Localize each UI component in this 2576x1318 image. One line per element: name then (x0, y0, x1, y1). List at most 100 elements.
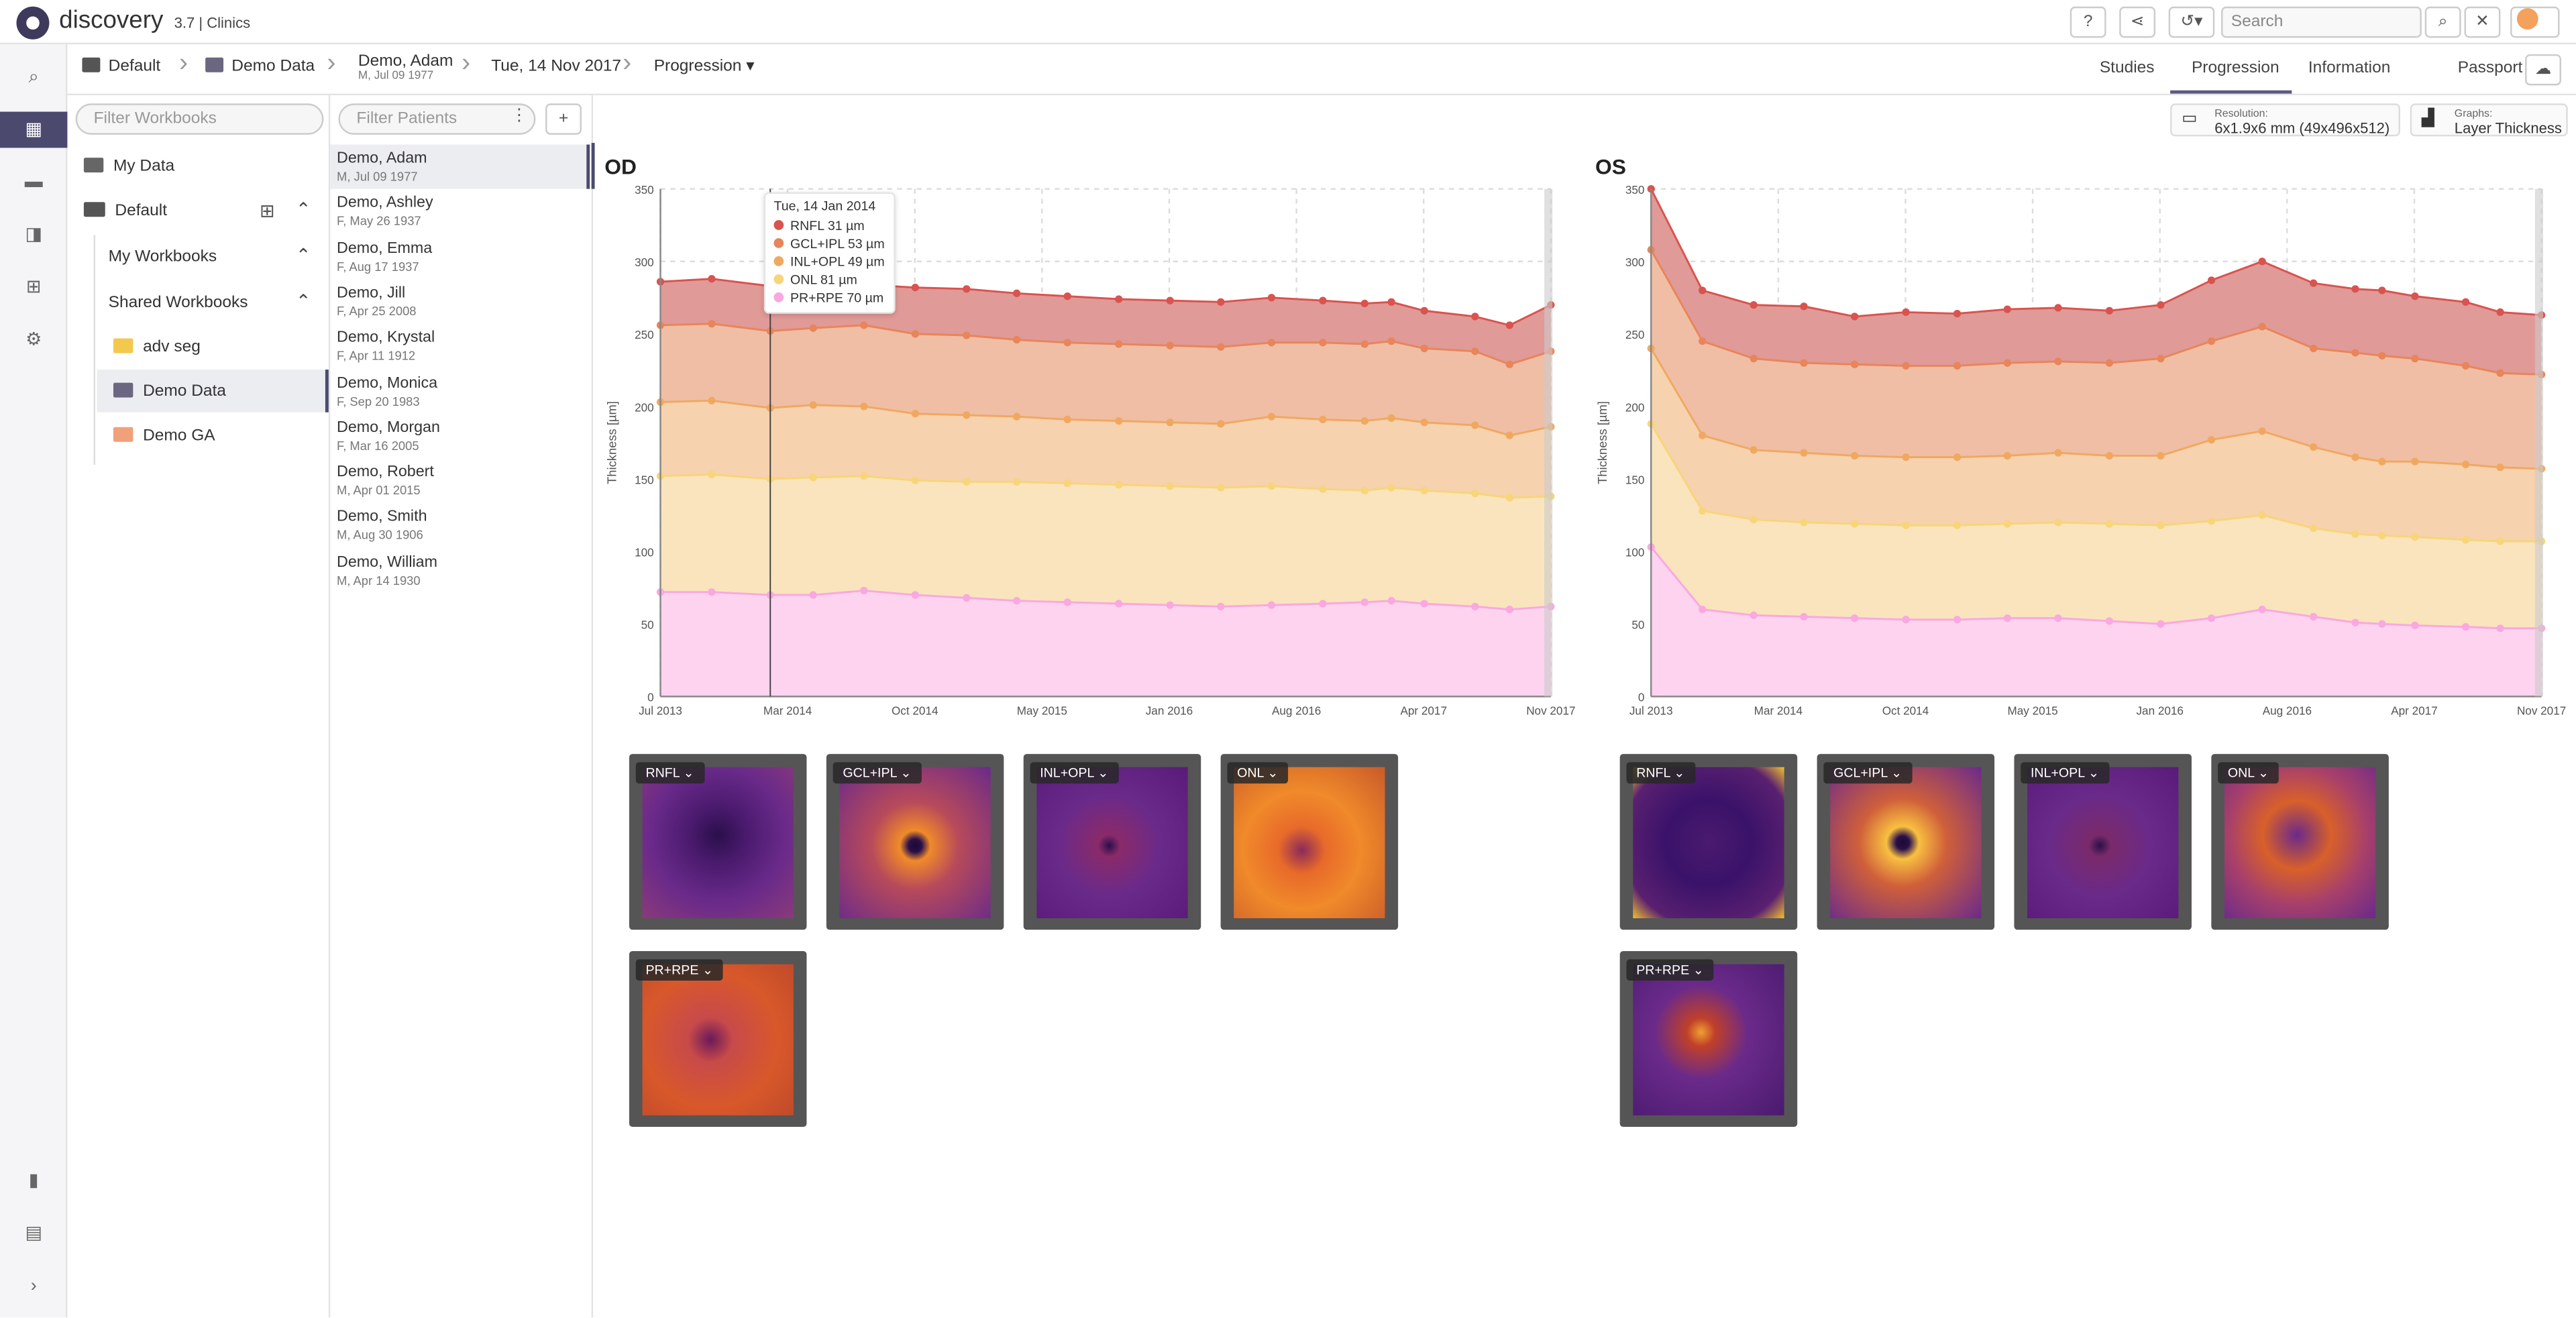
data-point (1505, 321, 1513, 329)
crumb-patient[interactable]: Demo, Adam M, Jul 09 1977 (358, 52, 453, 82)
patient-row[interactable]: Demo, Jill F, Apr 25 2008 (330, 279, 590, 323)
y-tick-label: 50 (641, 618, 654, 632)
os-thumbnail-gcl-ipl[interactable]: GCL+IPL ⌄ (1817, 754, 1995, 930)
od-thumbnail-onl[interactable]: ONL ⌄ (1220, 754, 1399, 930)
workbook-adv-seg[interactable]: adv seg (113, 338, 201, 356)
od-thumbnail-pr-rpe[interactable]: PR+RPE ⌄ (629, 950, 807, 1128)
expand-icon[interactable]: › (30, 1276, 37, 1297)
os-thumbnail-inl-opl[interactable]: INL+OPL ⌄ (2014, 754, 2192, 930)
my-workbooks-item[interactable]: My Workbooks (108, 248, 217, 266)
area-pr-rpe (660, 590, 1551, 697)
logo-icon[interactable] (16, 6, 50, 40)
clear-search-button[interactable]: ✕ (2464, 6, 2501, 38)
shared-workbooks-item[interactable]: Shared Workbooks (108, 294, 248, 313)
my-data-item[interactable]: My Data (83, 158, 174, 176)
graphs-value: Layer Thickness (2454, 119, 2562, 137)
view-dropdown[interactable]: Progression ▾ (654, 58, 755, 76)
data-point (1012, 413, 1021, 421)
workbooks-panel: Filter Workbooks My Data Default ⊞ ⌃ My … (67, 95, 331, 1318)
patient-row[interactable]: Demo, Smith M, Aug 30 1906 (330, 503, 590, 547)
layer-dropdown[interactable]: GCL+IPL ⌄ (1823, 762, 1913, 784)
graphs-chip[interactable]: ▟ Graphs: Layer Thickness (2410, 103, 2568, 137)
layer-dropdown[interactable]: RNFL ⌄ (635, 762, 704, 784)
layer-dropdown[interactable]: PR+RPE ⌄ (635, 959, 723, 981)
tab-passport[interactable]: Passport (2457, 59, 2523, 78)
layer-dropdown[interactable]: ONL ⌄ (2218, 762, 2279, 784)
od-thumbnail-gcl-ipl[interactable]: GCL+IPL ⌄ (826, 754, 1004, 930)
layer-dropdown[interactable]: RNFL ⌄ (1626, 762, 1695, 784)
od-thickness-chart[interactable]: OD 0 50 100 150 200 250 300 350 Jul 2013 Mar 2014 O… (595, 148, 1580, 730)
data-point (1217, 343, 1225, 351)
y-tick-label: 350 (1625, 183, 1645, 197)
chevron-up-icon[interactable]: ⌃ (295, 292, 311, 313)
upload-button[interactable]: ☁ (2525, 54, 2561, 86)
filter-workbooks-input[interactable]: Filter Workbooks (75, 103, 324, 135)
od-thumbnail-inl-opl[interactable]: INL+OPL ⌄ (1023, 754, 1201, 930)
tree-icon[interactable]: ⊞ (25, 277, 42, 298)
data-point (860, 321, 868, 329)
tab-information[interactable]: Information (2308, 59, 2391, 78)
layer-dropdown[interactable]: INL+OPL ⌄ (2021, 762, 2109, 784)
dashboard-icon[interactable]: ▦ (0, 111, 68, 148)
os-thickness-chart[interactable]: OS 0 50 100 150 200 250 300 350 Jul 2013 Mar 2014 O… (1585, 148, 2571, 730)
patient-row[interactable]: Demo, Adam M, Jul 09 1977 (330, 144, 590, 189)
os-thumbnail-rnfl[interactable]: RNFL ⌄ (1619, 754, 1798, 930)
layer-dropdown[interactable]: PR+RPE ⌄ (1626, 959, 1714, 981)
patient-name: Demo, Jill (337, 284, 406, 303)
workbook-demo-ga[interactable]: Demo GA (113, 427, 215, 445)
layer-dropdown[interactable]: GCL+IPL ⌄ (833, 762, 922, 784)
tab-studies[interactable]: Studies (2099, 59, 2155, 78)
crumb-workbook[interactable]: Demo Data (205, 57, 315, 76)
layer-dropdown[interactable]: ONL ⌄ (1227, 762, 1289, 784)
patient-row[interactable]: Demo, Morgan F, Mar 16 2005 (330, 414, 590, 458)
patient-row[interactable]: Demo, Monica F, Sep 20 1983 (330, 369, 590, 413)
gear-icon[interactable]: ⚙ (25, 330, 42, 350)
tooltip-line-text: GCL+IPL 53 µm (790, 236, 885, 252)
video-icon[interactable]: ▬ (24, 172, 43, 193)
cloud-upload-icon: ☁ (2534, 60, 2552, 79)
od-thumbnail-rnfl[interactable]: RNFL ⌄ (629, 754, 807, 930)
data-point (1319, 600, 1327, 608)
filter-patients-input[interactable]: Filter Patients (338, 103, 536, 135)
more-vertical-icon[interactable]: ⋮ (511, 107, 528, 125)
book-icon[interactable]: ▤ (25, 1223, 42, 1244)
search-input[interactable]: Search (2221, 6, 2422, 38)
add-workbook-icon[interactable]: ⊞ (259, 202, 275, 222)
data-point (1750, 300, 1758, 309)
patient-row[interactable]: Demo, Emma F, Aug 17 1937 (330, 234, 590, 278)
layer-dropdown[interactable]: INL+OPL ⌄ (1030, 762, 1119, 784)
history-button[interactable]: ↺▾ (2168, 6, 2215, 38)
resolution-chip[interactable]: ▭ Resolution: 6x1.9x6 mm (49x496x512) (2170, 103, 2400, 137)
chevron-up-icon[interactable]: ⌃ (295, 200, 311, 221)
close-icon: ✕ (2475, 13, 2489, 32)
chevron-down-icon: ⌄ (2084, 765, 2100, 781)
help-button[interactable]: ? (2070, 6, 2106, 38)
default-label: Default (115, 202, 168, 221)
trash-icon[interactable]: ▮ (28, 1171, 39, 1191)
crumb-workspace[interactable]: Default (82, 57, 160, 76)
data-point (1387, 298, 1395, 306)
patient-row[interactable]: Demo, William M, Apr 14 1930 (330, 548, 590, 592)
data-point (2157, 620, 2165, 628)
share-button[interactable]: ⋖ (2119, 6, 2156, 38)
chevron-up-icon[interactable]: ⌃ (295, 246, 311, 266)
patient-row[interactable]: Demo, Ashley F, May 26 1937 (330, 189, 590, 233)
os-thumbnail-pr-rpe[interactable]: PR+RPE ⌄ (1619, 950, 1798, 1128)
search-icon[interactable]: ⌕ (28, 67, 39, 87)
patient-row[interactable]: Demo, Robert M, Apr 01 2015 (330, 459, 590, 503)
tab-progression[interactable]: Progression (2191, 59, 2279, 78)
compare-icon[interactable]: ◨ (25, 225, 42, 245)
workbook-demo-data[interactable]: Demo Data (113, 382, 226, 401)
chevron-down-icon: ⌄ (698, 963, 714, 978)
avatar[interactable] (2516, 8, 2538, 30)
default-workspace-item[interactable]: Default (83, 202, 168, 221)
search-button[interactable]: ⌕ (2424, 6, 2461, 38)
data-point (1471, 602, 1479, 610)
thickness-map-image (2027, 767, 2179, 918)
add-patient-button[interactable]: + (545, 103, 582, 135)
os-thumbnail-onl[interactable]: ONL ⌄ (2211, 754, 2389, 930)
patient-row[interactable]: Demo, Krystal F, Apr 11 1912 (330, 324, 590, 368)
crumb-date[interactable]: Tue, 14 Nov 2017 (491, 57, 622, 76)
data-point (1902, 308, 1910, 317)
patient-info: F, Aug 17 1937 (337, 258, 419, 274)
